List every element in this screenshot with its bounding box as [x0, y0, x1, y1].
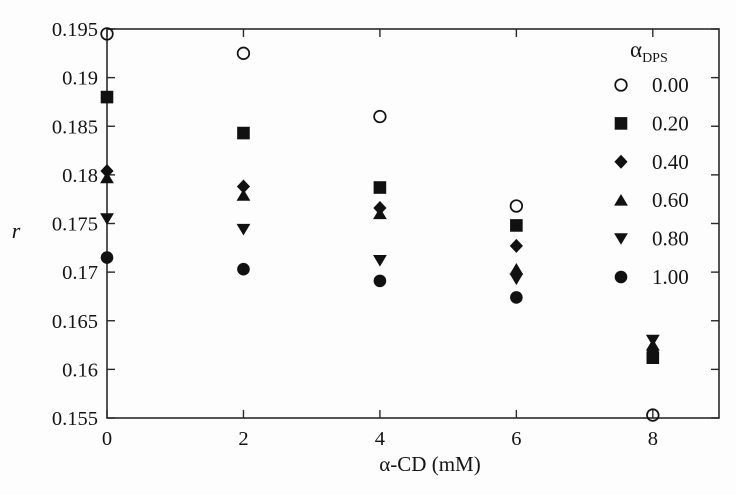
legend-marker [614, 154, 628, 169]
data-point-marker [373, 274, 387, 288]
legend-entry-label: 0.40 [652, 150, 689, 174]
x-axis-label: α-CD (mM) [300, 452, 560, 477]
data-point-marker [100, 171, 114, 184]
y-tick-label: 0.19 [62, 68, 98, 90]
y-tick-label: 0.18 [62, 165, 98, 187]
data-point-marker [373, 255, 387, 267]
y-tick-label: 0.185 [52, 116, 98, 138]
data-point-marker [373, 109, 387, 124]
data-point-marker [373, 181, 387, 194]
y-axis-label: r [3, 218, 29, 244]
data-point-marker [236, 189, 251, 201]
y-tick-label: 0.165 [52, 311, 98, 333]
y-tick-label: 0.16 [62, 359, 98, 381]
x-tick-label: 0 [102, 428, 112, 450]
y-axis-label-text: r [11, 218, 21, 243]
legend-entry-label: 0.20 [652, 111, 689, 135]
legend-entry-label: 0.80 [652, 227, 689, 251]
y-tick-label: 0.155 [52, 408, 98, 430]
data-point-marker [373, 207, 387, 220]
x-tick-label: 2 [238, 428, 248, 450]
data-point-marker [100, 163, 114, 178]
x-tick-label: 6 [511, 428, 521, 450]
y-tick-label: 0.175 [52, 214, 98, 236]
data-point-marker [510, 291, 523, 304]
legend-marker [614, 270, 628, 284]
data-point-marker [646, 347, 660, 361]
data-point-marker [509, 263, 524, 275]
legend-marker [614, 78, 628, 92]
legend-marker [614, 117, 628, 130]
x-tick-label: 8 [648, 428, 658, 450]
y-tick-label: 0.195 [52, 19, 98, 41]
y-tick-label: 0.17 [62, 262, 98, 284]
data-point-marker [100, 90, 114, 104]
data-point-marker [236, 46, 251, 60]
legend-title: αDPS [630, 37, 668, 66]
data-point-marker [646, 408, 660, 422]
data-point-marker [237, 126, 250, 140]
data-point-marker [100, 27, 114, 41]
data-point-marker [510, 219, 523, 232]
legend-entry-label: 1.00 [652, 265, 689, 289]
data-point-marker [645, 334, 660, 347]
data-point-marker [100, 251, 114, 264]
legend-marker [614, 194, 628, 206]
x-axis-label-text: α-CD (mM) [379, 452, 481, 476]
data-point-marker [237, 262, 250, 276]
data-point-marker [509, 199, 524, 213]
data-point-marker [509, 273, 524, 286]
legend-entry-label: 0.00 [652, 73, 689, 97]
legend-entry-label: 0.60 [652, 188, 689, 212]
data-point-marker [509, 238, 523, 253]
legend-marker [614, 233, 628, 245]
x-tick-label: 4 [375, 428, 385, 450]
data-point-marker [236, 179, 251, 194]
data-point-marker [100, 213, 114, 225]
data-point-marker [236, 223, 251, 236]
